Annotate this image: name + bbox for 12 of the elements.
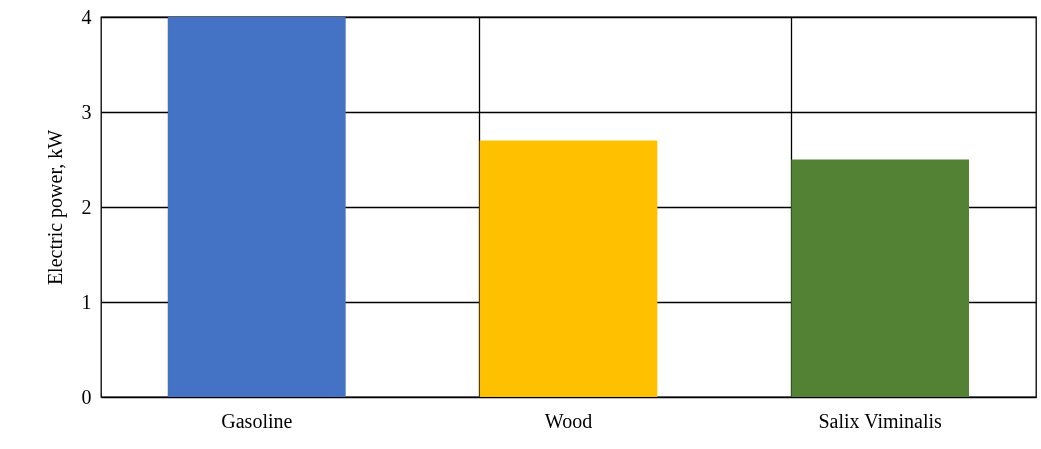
y-tick-label: 3 <box>81 100 92 123</box>
y-tick-label: 4 <box>81 5 92 28</box>
bar <box>479 140 658 397</box>
x-tick-label: Salix Viminalis <box>818 409 943 432</box>
y-tick-label: 1 <box>81 290 92 313</box>
bar <box>168 17 346 397</box>
x-tick-label: Gasoline <box>221 409 293 432</box>
y-tick-label: 0 <box>81 385 92 408</box>
y-axis-title: Electric power, kW <box>43 129 67 286</box>
y-tick-label: 2 <box>81 195 92 218</box>
x-tick-label: Wood <box>544 409 593 432</box>
bar <box>791 159 969 397</box>
